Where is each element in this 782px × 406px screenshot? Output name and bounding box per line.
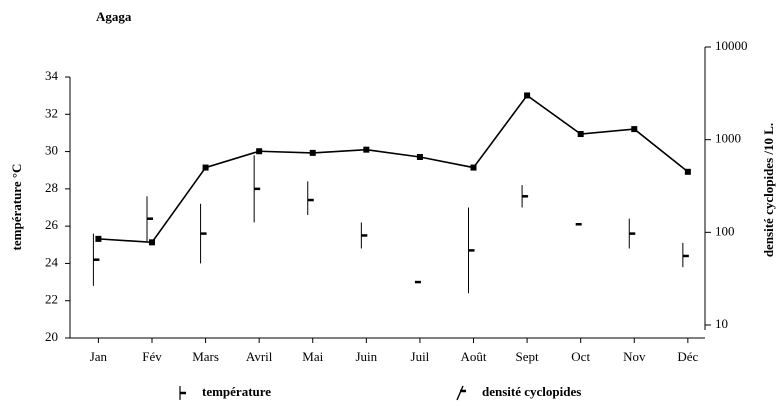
- density-point: [577, 131, 584, 138]
- y2-tick-label: 100: [715, 223, 735, 238]
- density-point: [631, 126, 638, 133]
- y2-axis-label: densité cyclopides /10 L.: [761, 123, 776, 257]
- x-tick-label: Mai: [302, 349, 323, 364]
- y2-tick-label: 1000: [715, 131, 741, 146]
- density-point: [524, 92, 531, 99]
- density-point: [202, 164, 209, 171]
- x-tick-label: Avril: [246, 349, 273, 364]
- x-tick-label: Déc: [677, 349, 698, 364]
- y-tick-label: 32: [45, 105, 58, 120]
- y-tick-label: 22: [45, 292, 58, 307]
- legend-symbol: [456, 385, 464, 401]
- density-line: [98, 94, 689, 244]
- y-tick-label: 20: [45, 329, 58, 344]
- y-tick-label: 34: [45, 68, 59, 83]
- density-point: [148, 239, 155, 246]
- y2-tick-label: 10000: [715, 38, 748, 53]
- legend-label: densité cyclopides: [482, 384, 581, 399]
- x-tick-label: Mars: [192, 349, 219, 364]
- y-tick-label: 24: [45, 254, 59, 269]
- y2-tick-label: 10: [715, 316, 728, 331]
- density-point: [470, 164, 477, 171]
- x-tick-label: Août: [461, 349, 487, 364]
- density-point: [256, 148, 263, 155]
- y-tick-label: 28: [45, 180, 58, 195]
- density-point: [309, 149, 316, 156]
- y-tick-label: 30: [45, 143, 58, 158]
- chart-title: Agaga: [96, 9, 132, 24]
- density-point: [684, 168, 691, 175]
- x-tick-label: Juin: [355, 349, 377, 364]
- x-tick-label: Juil: [411, 349, 430, 364]
- y-axis-label: température °C: [9, 164, 24, 251]
- density-point: [95, 235, 102, 242]
- y-tick-label: 26: [45, 217, 59, 232]
- legend-label: température: [202, 384, 271, 399]
- x-tick-label: Sept: [516, 349, 540, 364]
- x-tick-label: Jan: [90, 349, 108, 364]
- x-tick-label: Fév: [142, 349, 162, 364]
- x-tick-label: Oct: [571, 349, 590, 364]
- density-point: [363, 146, 370, 153]
- density-point: [416, 154, 423, 161]
- x-tick-label: Nov: [623, 349, 646, 364]
